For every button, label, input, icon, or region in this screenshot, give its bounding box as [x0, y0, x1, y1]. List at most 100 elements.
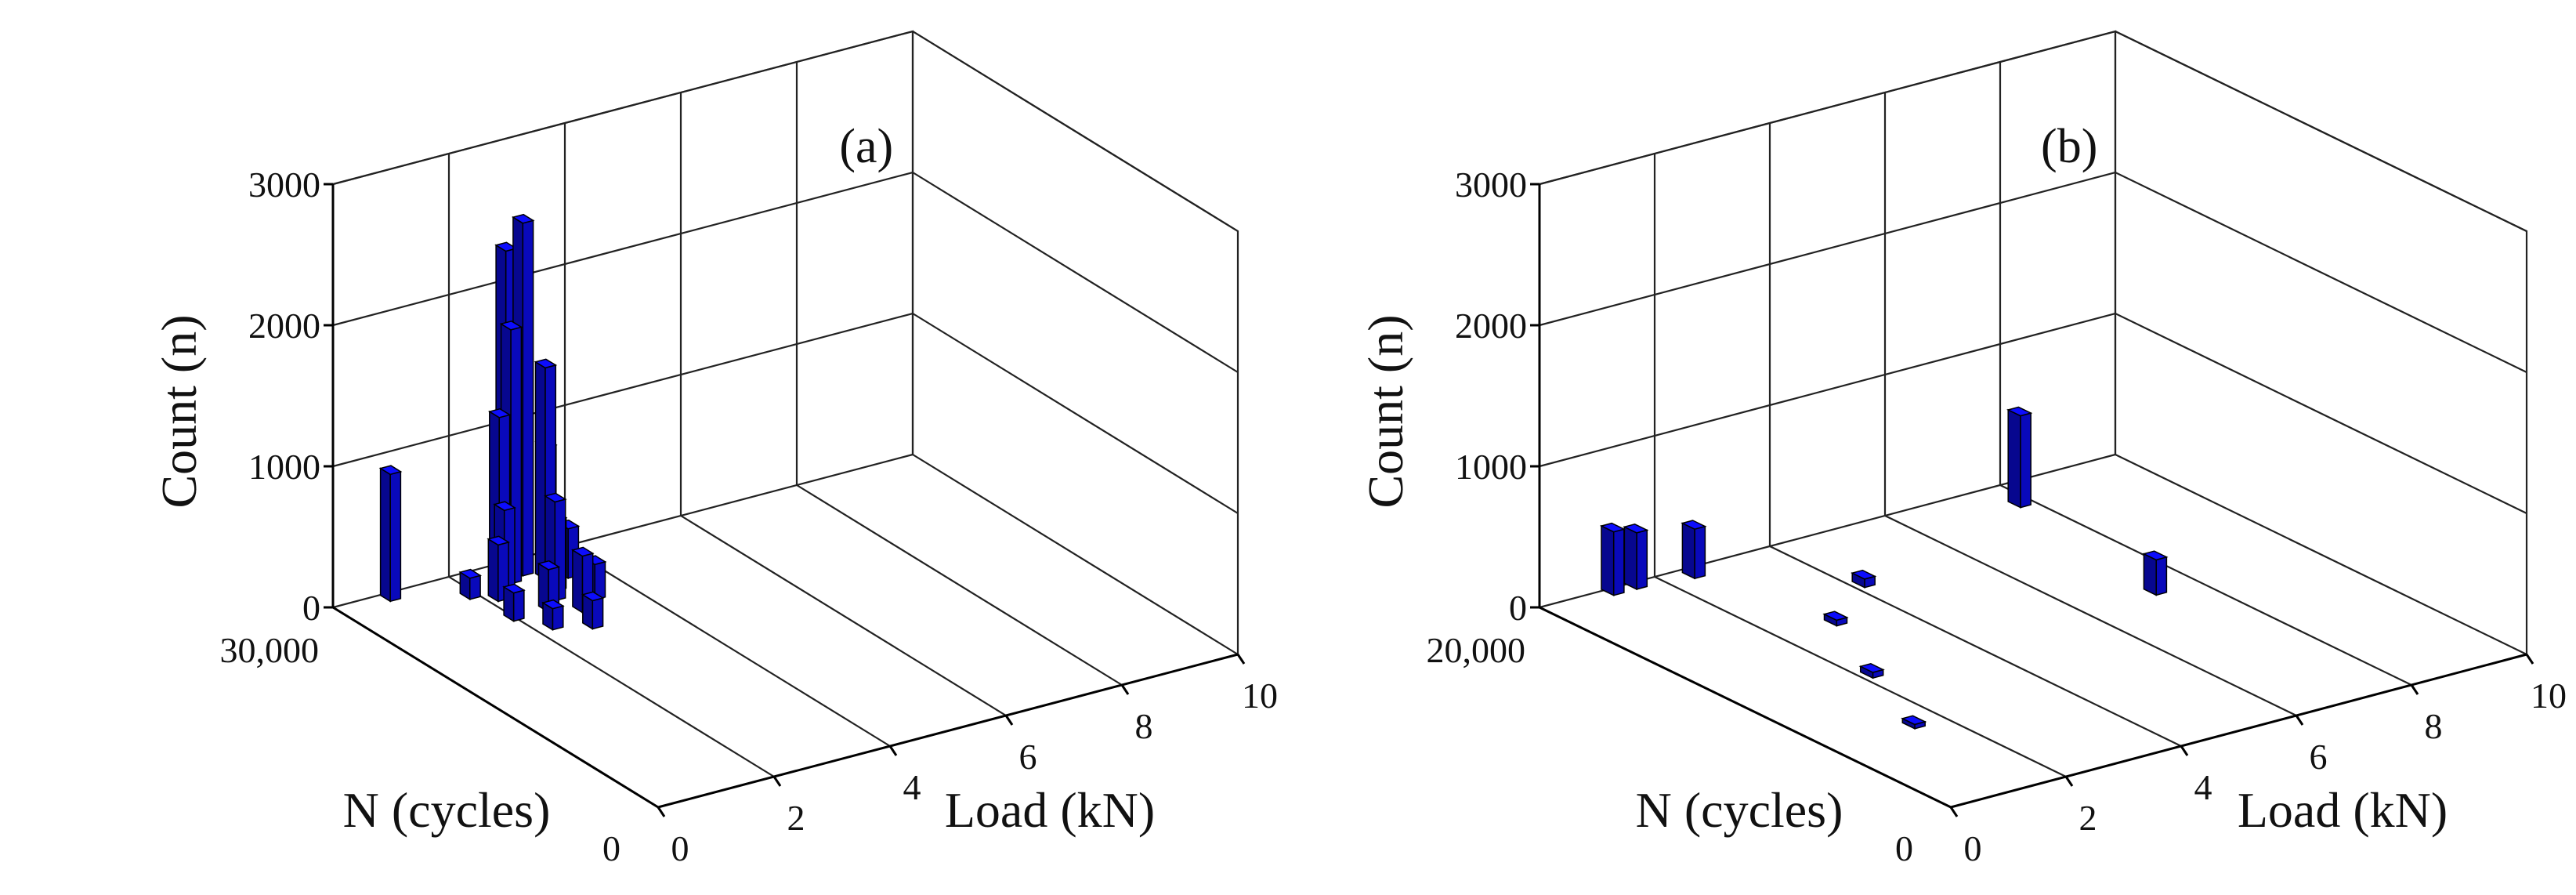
- x-tick-label: 8: [2425, 706, 2443, 746]
- bar: [2006, 406, 2033, 509]
- bar-top-face: [512, 213, 535, 224]
- bar-top-face: [487, 408, 512, 419]
- x-floor-gridline: [680, 515, 1007, 716]
- y-axis-title: N (cycles): [1636, 782, 1843, 838]
- bar-front-face: [469, 574, 481, 600]
- z-gridline: [1539, 312, 2527, 514]
- bar-top-face: [378, 465, 403, 476]
- grid-lines: [1538, 30, 2528, 777]
- bar-top-face: [544, 492, 567, 503]
- bar-top-face: [1822, 611, 1849, 621]
- bar-side-face: [1681, 522, 1695, 580]
- x-axis: [1950, 653, 2527, 809]
- z-gridline: [1539, 171, 2527, 373]
- x-tick-mark: [2525, 654, 2534, 665]
- bar-side-face: [379, 467, 391, 603]
- z-tick-label: 1000: [1455, 447, 1527, 487]
- bar-front-face: [2020, 412, 2031, 509]
- x-tick-label: 6: [2310, 737, 2328, 777]
- bar-front-face: [592, 597, 604, 630]
- z-tick-label: 3000: [1455, 165, 1527, 205]
- x-tick-label: 4: [903, 767, 921, 807]
- bar-top-face: [458, 568, 482, 579]
- bars: [1599, 406, 2169, 730]
- bar: [1901, 715, 1927, 730]
- z-tick-label: 3000: [248, 165, 320, 205]
- x-axis: [657, 653, 1239, 809]
- x-tick-mark: [1949, 806, 1959, 817]
- bar: [581, 591, 605, 630]
- z-tick-label: 2000: [1455, 306, 1527, 346]
- bar-side-face: [487, 538, 499, 603]
- bar-side-face: [2143, 553, 2157, 596]
- z-tick-label: 0: [1509, 588, 1527, 628]
- bar-front-face: [522, 219, 534, 577]
- bars: [378, 213, 607, 632]
- x-tick-label: 0: [671, 828, 689, 868]
- x-floor-gridline: [796, 484, 1123, 686]
- bar-top-face: [1599, 522, 1626, 533]
- z-axis-title: Count (n): [1358, 314, 1413, 508]
- bar: [1599, 522, 1626, 596]
- bar-top-face: [1901, 715, 1927, 726]
- z-tick-label: 0: [302, 588, 320, 628]
- y-axis: [332, 606, 659, 809]
- y-axis-title: N (cycles): [343, 782, 551, 838]
- x-tick-label: 8: [1135, 706, 1153, 746]
- bar-top-face: [1858, 663, 1885, 673]
- x-tick-mark: [888, 745, 898, 756]
- x-tick-label: 2: [787, 798, 805, 838]
- bar-front-face: [389, 470, 402, 603]
- x-tick-mark: [2295, 715, 2304, 726]
- y-tick-label: 30,000: [220, 630, 320, 670]
- x-tick-mark: [2180, 745, 2189, 756]
- x-floor-gridline: [1884, 515, 2297, 716]
- bar-front-face: [1694, 525, 1706, 580]
- bar-side-face: [1623, 526, 1637, 591]
- x-floor-gridline: [1999, 484, 2412, 686]
- bar: [1623, 524, 1649, 591]
- bar-top-face: [1851, 569, 1877, 580]
- x-axis-title: Load (kN): [2238, 782, 2448, 838]
- bar-top-face: [581, 591, 605, 602]
- bar-top-face: [534, 358, 558, 369]
- bar-top-face: [2006, 406, 2033, 417]
- bar-front-face: [2155, 556, 2168, 596]
- z-gridline: [332, 171, 1239, 373]
- bar: [541, 599, 565, 632]
- y-tick-label: 0: [1895, 828, 1913, 868]
- bar-side-face: [2007, 408, 2021, 509]
- bar-front-face: [1636, 529, 1648, 590]
- bar-front-face: [512, 589, 525, 622]
- x-axis-title: Load (kN): [945, 782, 1155, 838]
- bar-top-face: [493, 501, 516, 512]
- bar-top-face: [1623, 524, 1649, 534]
- x-floor-gridline: [1769, 545, 2182, 747]
- grid-lines: [331, 30, 1239, 777]
- bar: [1858, 663, 1885, 679]
- z-gridline: [1539, 30, 2527, 232]
- panel-label: (a): [839, 120, 893, 173]
- x-tick-mark: [1236, 654, 1246, 665]
- x-tick-label: 10: [2531, 676, 2567, 716]
- z-axis-title: Count (n): [151, 314, 207, 508]
- bar: [1851, 569, 1877, 589]
- x-tick-mark: [2064, 776, 2074, 787]
- x-tick-label: 4: [2194, 767, 2212, 807]
- x-tick-label: 10: [1242, 676, 1278, 716]
- bar: [378, 465, 403, 603]
- z-gridline: [332, 312, 1239, 514]
- z-gridline: [332, 30, 1239, 232]
- floor-right-edge: [912, 454, 1239, 655]
- back-wall-outline: [331, 30, 914, 607]
- bar-front-face: [1612, 528, 1625, 596]
- bar: [458, 568, 482, 601]
- floor-back-edge: [332, 453, 914, 609]
- y-tick-label: 0: [602, 828, 620, 868]
- bar-top-face: [502, 583, 526, 594]
- x-tick-mark: [2410, 684, 2419, 695]
- bar: [502, 583, 526, 622]
